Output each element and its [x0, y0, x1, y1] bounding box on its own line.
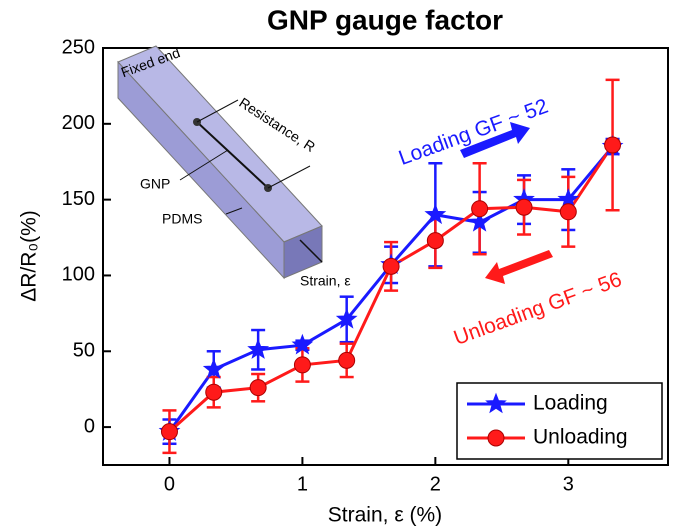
y-tick-label: 150 [62, 188, 95, 210]
inset-label: PDMS [162, 211, 202, 227]
inset-gnp-line [196, 121, 269, 189]
inset-leader [179, 149, 229, 181]
inset-leader [196, 99, 239, 123]
inset-label: GNP [140, 176, 170, 192]
y-tick-label: 0 [84, 415, 95, 437]
chart-title: GNP gauge factor [267, 4, 503, 35]
plot-frame [102, 47, 669, 466]
y-tick-label: 50 [73, 340, 95, 362]
marker [426, 232, 444, 250]
marker [471, 200, 489, 218]
inset-leader [225, 207, 243, 215]
legend-marker [485, 392, 507, 414]
y-tick-label: 200 [62, 112, 95, 134]
annotation: Loading GF ~ 52 [396, 95, 551, 170]
marker [160, 423, 178, 441]
marker [604, 136, 622, 154]
marker [515, 198, 533, 216]
marker [559, 203, 577, 221]
annotation: Unloading GF ~ 56 [451, 268, 625, 350]
x-tick-label: 3 [563, 473, 574, 495]
y-tick-label: 250 [62, 36, 95, 58]
inset-arrow [299, 239, 323, 263]
marker [249, 379, 267, 397]
inset: Fixed end Resistance, R GNP PDMS Strain,… [117, 44, 351, 289]
legend-label: Loading [533, 392, 608, 415]
marker [424, 203, 447, 225]
marker [205, 383, 223, 401]
x-tick-label: 1 [297, 473, 308, 495]
legend-label: Unloading [533, 426, 628, 449]
marker [202, 358, 225, 379]
legend-box [456, 382, 663, 460]
annotation-arrow [485, 250, 553, 284]
x-tick-label: 0 [164, 473, 175, 495]
x-tick-label: 2 [430, 473, 441, 495]
inset-label: Strain, ε [300, 273, 351, 289]
marker [247, 338, 270, 359]
y-tick-label: 100 [62, 264, 95, 286]
y-axis-label: ΔR/R₀(%) [18, 210, 41, 302]
annotation-arrow [460, 122, 530, 158]
inset-leader [267, 165, 311, 189]
marker [293, 356, 311, 374]
marker [338, 351, 356, 369]
marker [382, 257, 400, 275]
marker [468, 210, 491, 232]
x-axis-label: Strain, ε (%) [328, 504, 442, 527]
marker [291, 333, 314, 355]
legend-marker [487, 429, 505, 447]
marker [335, 307, 358, 329]
